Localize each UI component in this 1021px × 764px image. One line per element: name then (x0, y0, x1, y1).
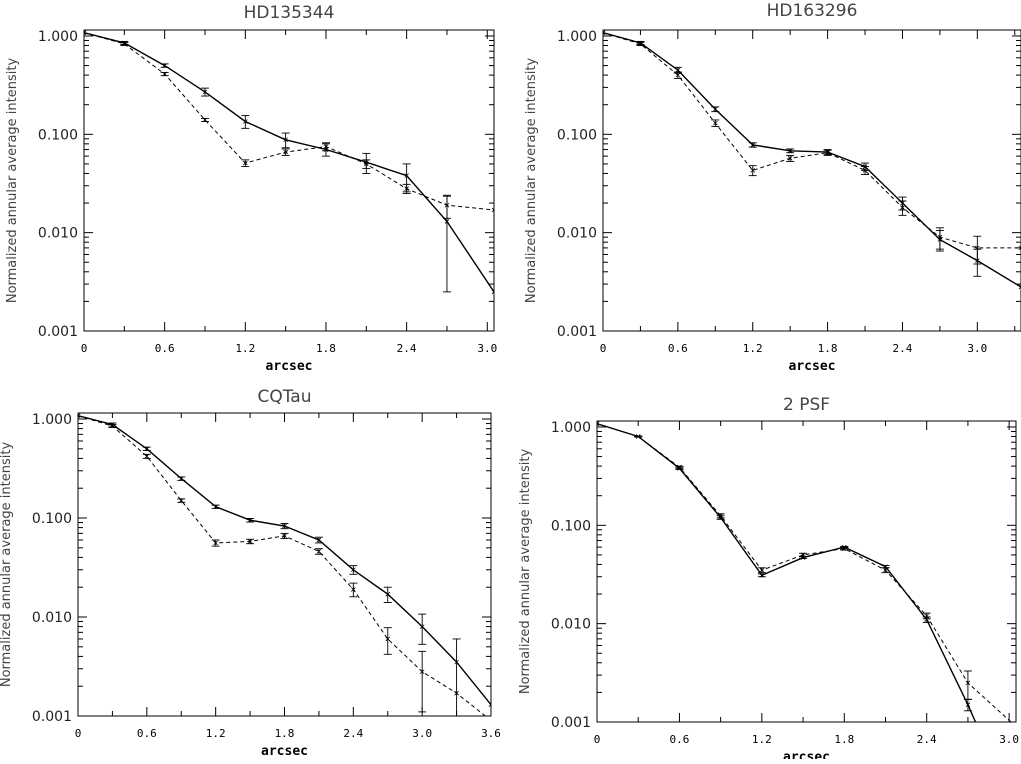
y-tick-label: 0.100 (32, 511, 72, 527)
y-tick-label: 1.000 (38, 29, 78, 45)
data-point (1014, 724, 1018, 728)
plot-area (84, 30, 494, 295)
solid-series-line (84, 32, 494, 293)
data-point (489, 719, 493, 723)
data-point (1018, 284, 1021, 290)
x-tick-label: 0 (594, 733, 601, 746)
x-tick-label: 3.0 (412, 727, 432, 740)
x-axis-label: arcsec (783, 750, 830, 759)
x-axis-label: arcsec (789, 359, 836, 374)
plot-frame (596, 420, 1017, 723)
x-tick-label: 1.2 (206, 727, 226, 740)
y-tick-label: 0.001 (32, 709, 72, 725)
x-tick-label: 1.8 (818, 342, 838, 355)
x-tick-label: 1.2 (743, 342, 763, 355)
x-tick-label: 1.8 (316, 342, 336, 355)
chart-panel: 2 PSF 0 0.6 1.2 1.8 2.4 3.0 0.001 0.010 0.100 1.00… (518, 395, 1019, 764)
x-tick-label: 0.6 (155, 342, 175, 355)
data-point (1018, 245, 1021, 251)
chart-title: HD163296 (767, 1, 858, 21)
x-tick-label: 1.2 (235, 342, 255, 355)
chart-title: CQTau (257, 387, 311, 407)
x-tick-label: 1.2 (752, 733, 772, 746)
x-axis-label: arcsec (266, 359, 313, 374)
x-tick-label: 0.6 (669, 733, 689, 746)
y-tick-label: 0.001 (551, 715, 591, 731)
y-tick-label: 0.010 (38, 226, 78, 242)
data-point (454, 690, 459, 696)
y-tick-label: 0.100 (551, 518, 591, 534)
x-tick-label: 0.6 (137, 727, 157, 740)
x-tick-label: 0.6 (668, 342, 688, 355)
data-point (78, 413, 81, 418)
plot-frame (77, 412, 492, 717)
x-tick-label: 3.6 (481, 727, 501, 740)
x-tick-label: 0 (81, 342, 88, 355)
x-tick-label: 0 (600, 342, 607, 355)
plot-frame (602, 29, 1021, 332)
data-point (84, 30, 87, 35)
chart-panel: CQTau 0 0.6 1.2 1.8 2.4 3.0 3.6 0.001 0.010 0.100 1… (0, 387, 501, 759)
x-tick-label: 3.0 (999, 733, 1019, 746)
solid-series-line (78, 415, 491, 706)
plot-area (603, 30, 1021, 290)
solid-series-line (603, 32, 1021, 288)
chart-title: 2 PSF (783, 395, 830, 415)
y-tick-label: 0.010 (557, 226, 597, 242)
dashed-series-line (603, 32, 1021, 249)
data-point (987, 750, 991, 754)
y-tick-label: 0.010 (551, 617, 591, 633)
solid-series-line (597, 423, 977, 722)
chart-panel: HD135344 0 0.6 1.2 1.8 2.4 3.0 0.001 0.010 0.100 1… (5, 3, 497, 374)
y-axis-label: Normalized annular average intensity (518, 449, 533, 695)
y-axis-label: Normalized annular average intensity (5, 58, 20, 304)
x-tick-label: 0 (75, 727, 82, 740)
plot-area (78, 413, 493, 723)
data-point (491, 207, 494, 213)
y-tick-label: 0.100 (38, 127, 78, 143)
data-point (488, 702, 491, 708)
dashed-series-line (84, 32, 494, 211)
dashed-series-line (78, 415, 487, 716)
y-tick-label: 1.000 (551, 420, 591, 436)
plot-frame (83, 29, 495, 332)
y-tick-label: 1.000 (557, 29, 597, 45)
data-point (603, 30, 606, 35)
plot-area (597, 421, 1018, 754)
y-tick-label: 0.100 (557, 127, 597, 143)
y-tick-label: 0.010 (32, 610, 72, 626)
data-point (491, 289, 494, 295)
dashed-series-line (597, 423, 1012, 722)
x-tick-label: 2.4 (893, 342, 913, 355)
x-tick-label: 3.0 (967, 342, 987, 355)
y-tick-label: 1.000 (32, 412, 72, 428)
x-tick-label: 2.4 (397, 342, 417, 355)
y-tick-label: 0.001 (557, 324, 597, 340)
x-tick-label: 3.0 (477, 342, 497, 355)
x-tick-label: 2.4 (343, 727, 363, 740)
y-tick-label: 0.001 (38, 324, 78, 340)
x-tick-label: 1.8 (275, 727, 295, 740)
y-axis-label: Normalized annular average intensity (0, 442, 14, 688)
chart-title: HD135344 (244, 3, 335, 23)
y-axis-label: Normalized annular average intensity (524, 58, 539, 304)
x-tick-label: 2.4 (917, 733, 937, 746)
data-point (597, 421, 600, 426)
chart-panel: HD163296 0 0.6 1.2 1.8 2.4 3.0 0.001 0.010 0.100 1… (524, 1, 1021, 374)
x-axis-label: arcsec (261, 744, 308, 759)
x-tick-label: 1.8 (834, 733, 854, 746)
